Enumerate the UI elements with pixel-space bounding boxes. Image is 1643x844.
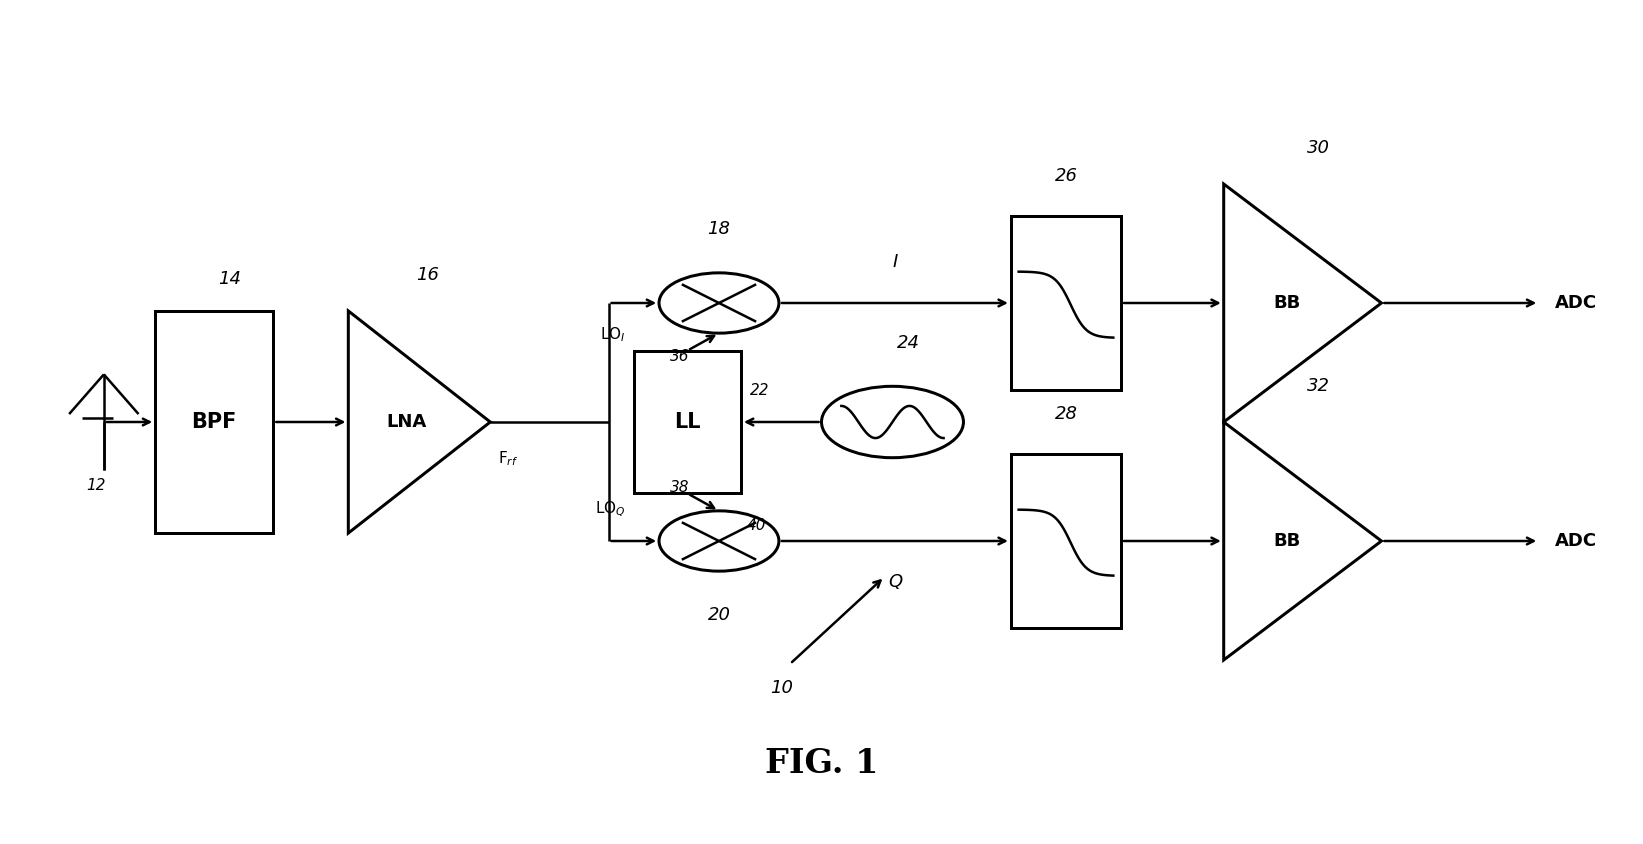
Text: ADC: ADC [1554, 294, 1597, 312]
Text: I: I [892, 253, 897, 271]
Text: BB: BB [1273, 532, 1300, 550]
Text: LO$_I$: LO$_I$ [600, 326, 626, 344]
Bar [634, 350, 741, 494]
Bar [1010, 216, 1121, 390]
Text: 20: 20 [708, 606, 731, 624]
Bar [1010, 454, 1121, 628]
Text: 32: 32 [1306, 377, 1329, 395]
Text: LO$_Q$: LO$_Q$ [595, 500, 626, 519]
Text: BB: BB [1273, 294, 1300, 312]
Text: 22: 22 [751, 383, 769, 398]
Text: BPF: BPF [192, 412, 237, 432]
Text: 40: 40 [748, 517, 767, 533]
Text: 26: 26 [1055, 167, 1078, 185]
Text: 10: 10 [771, 679, 794, 697]
Text: 14: 14 [219, 270, 242, 288]
Text: 30: 30 [1306, 139, 1329, 157]
Text: 12: 12 [85, 478, 105, 493]
Text: 24: 24 [897, 333, 920, 352]
Text: F$_{rf}$: F$_{rf}$ [498, 450, 519, 468]
Text: ADC: ADC [1554, 532, 1597, 550]
Text: LL: LL [674, 412, 700, 432]
Text: Q: Q [887, 573, 902, 591]
Bar [154, 311, 273, 533]
Text: 36: 36 [670, 349, 690, 365]
Text: 18: 18 [708, 220, 731, 238]
Text: 28: 28 [1055, 405, 1078, 423]
Text: FIG. 1: FIG. 1 [764, 747, 879, 780]
Text: LNA: LNA [386, 413, 427, 431]
Text: 38: 38 [670, 479, 690, 495]
Text: 16: 16 [416, 266, 439, 284]
